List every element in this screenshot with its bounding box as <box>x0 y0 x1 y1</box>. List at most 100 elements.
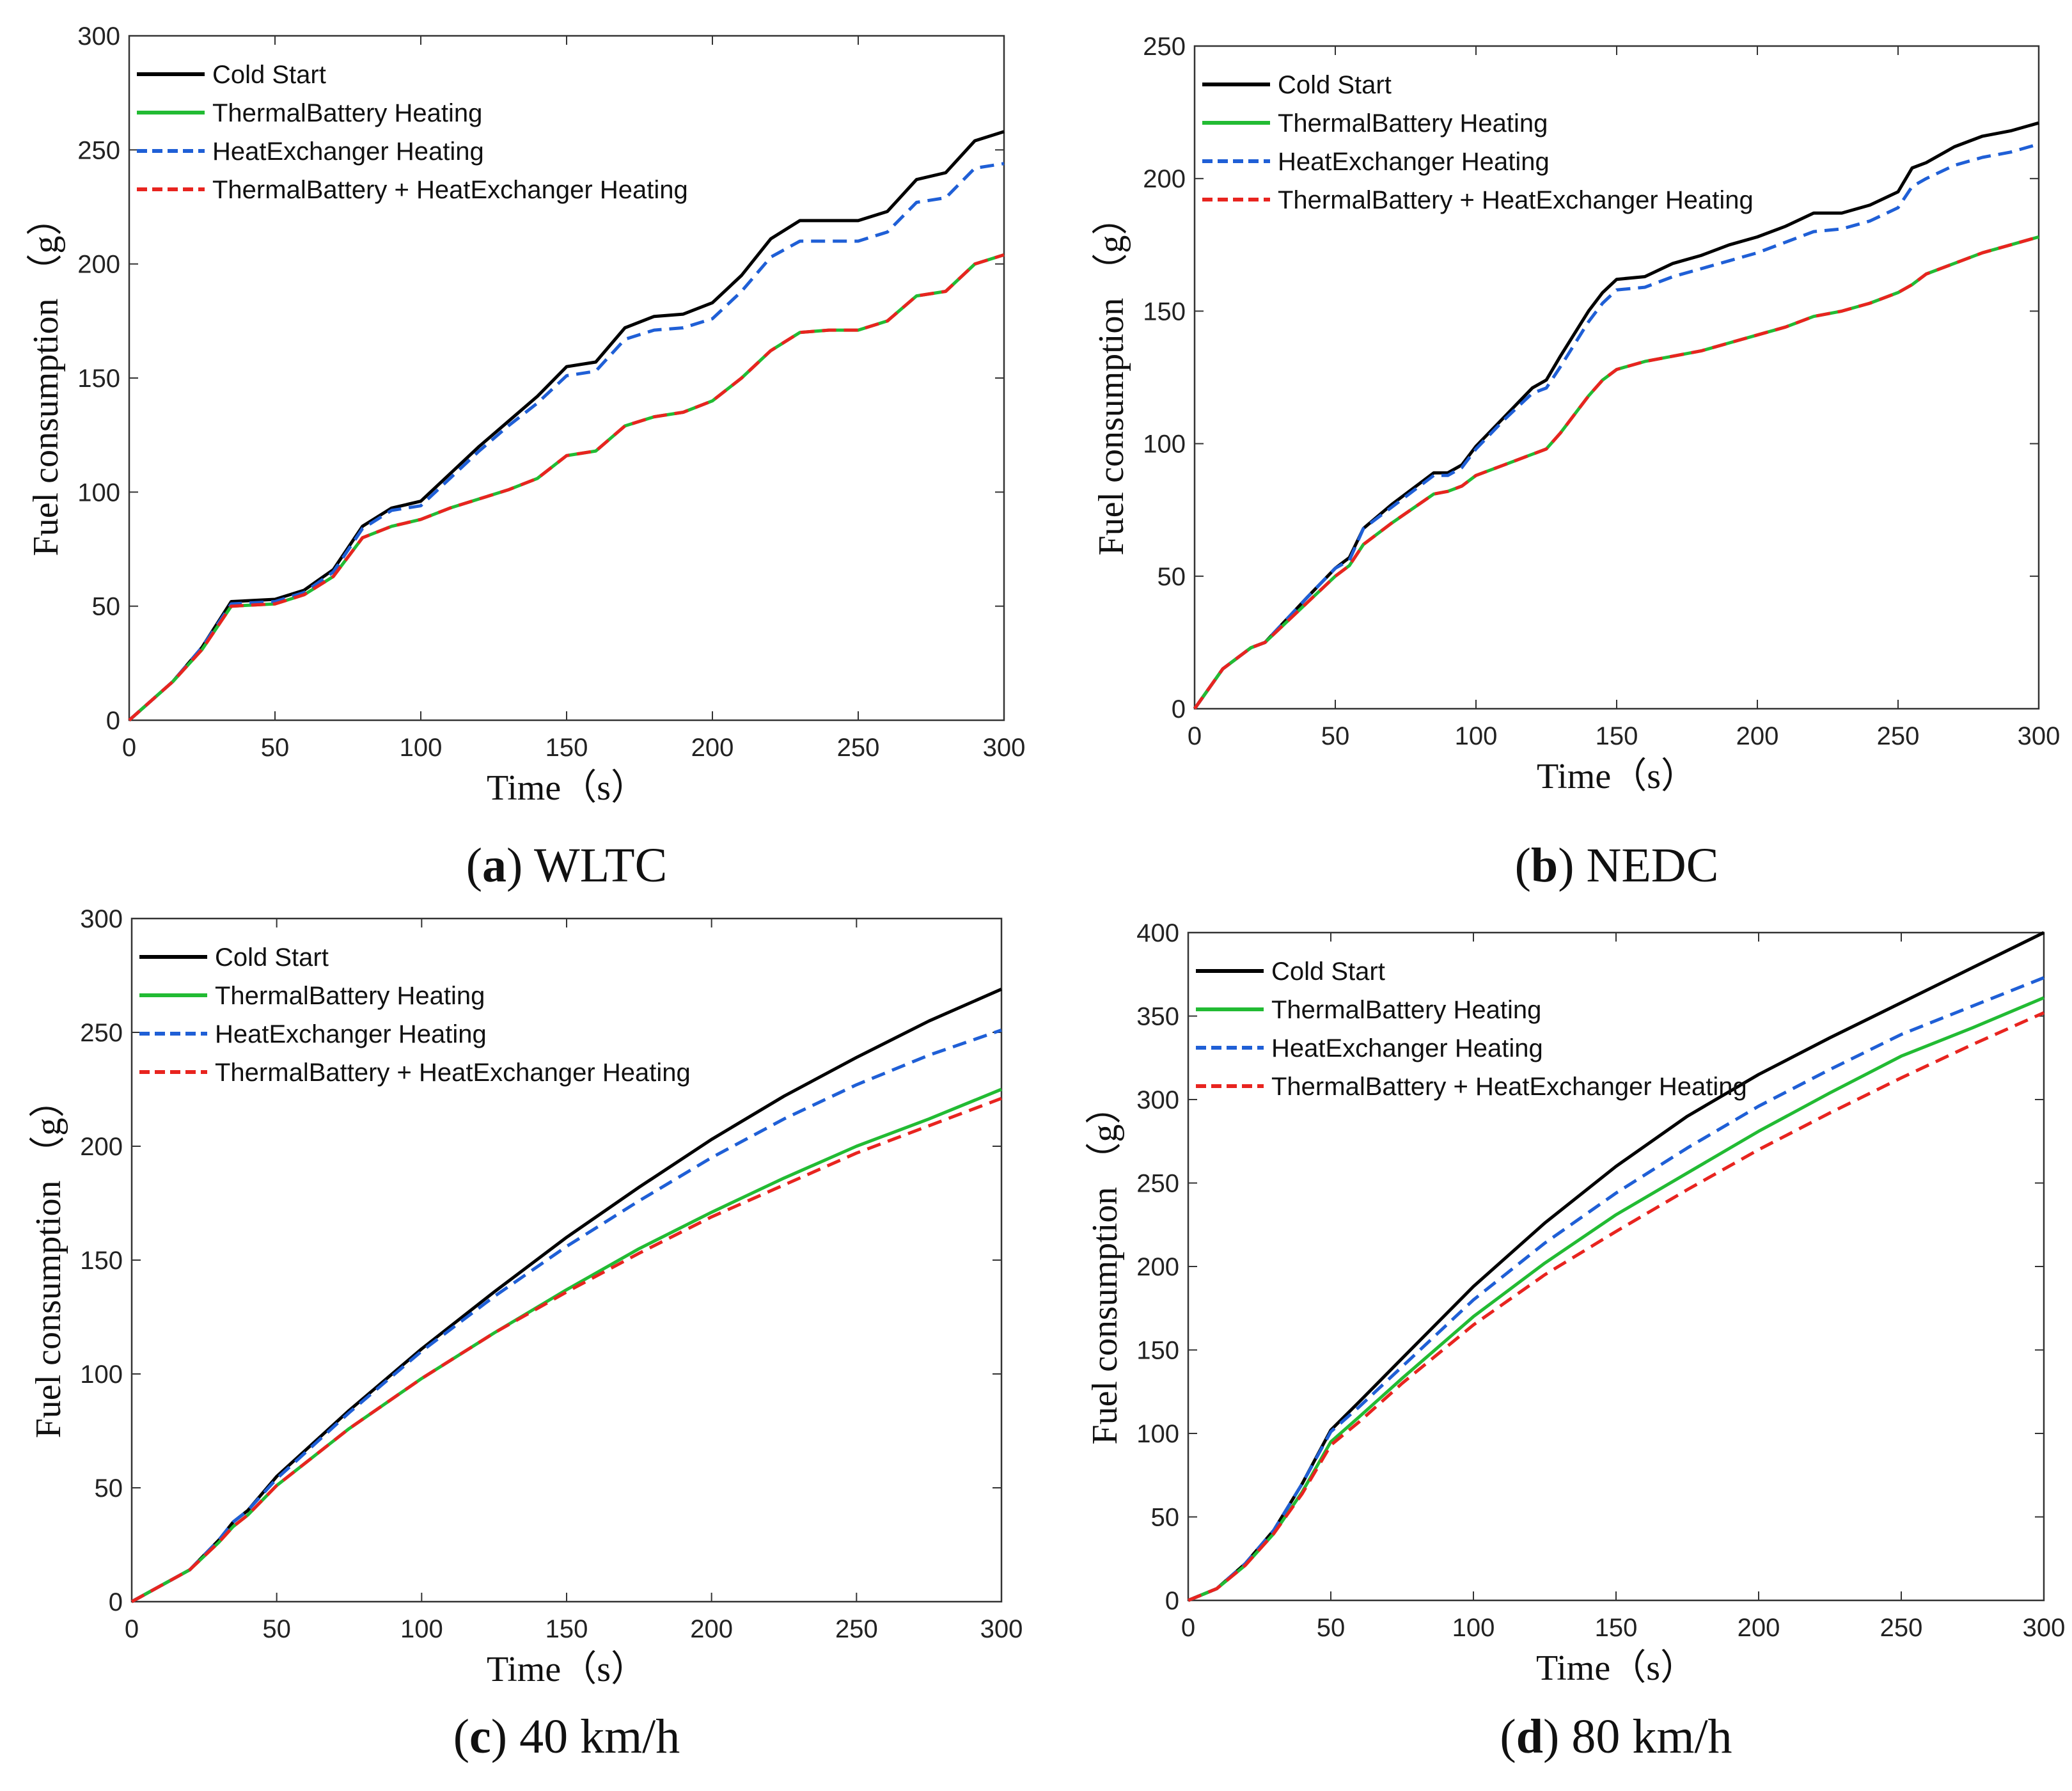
legend-label: ThermalBattery Heating <box>215 982 485 1010</box>
y-tick-label: 50 <box>95 1474 123 1503</box>
y-tick-label: 50 <box>92 593 121 621</box>
y-tick-label: 400 <box>1136 919 1179 947</box>
y-tick-label: 300 <box>77 22 120 51</box>
legend-label: HeatExchanger Heating <box>1278 148 1550 176</box>
series-line-3 <box>128 162 1005 722</box>
caption-letter: b <box>1531 839 1558 892</box>
series-line-1 <box>128 130 1005 722</box>
x-tick-label: 300 <box>983 734 1026 762</box>
caption-close-paren: ) <box>506 839 534 892</box>
legend-label: ThermalBattery + HeatExchanger Heating <box>215 1059 691 1087</box>
y-tick-label: 50 <box>1151 1504 1180 1532</box>
x-tick-label: 100 <box>1452 1614 1495 1642</box>
series-line-4 <box>130 1096 1002 1604</box>
y-tick-label: 0 <box>109 1588 123 1616</box>
y-tick-label: 100 <box>1136 1420 1179 1448</box>
y-tick-label: 250 <box>80 1019 123 1047</box>
x-tick-label: 0 <box>122 734 136 762</box>
y-tick-label: 150 <box>1136 1337 1179 1365</box>
x-tick-label: 150 <box>1595 1614 1638 1642</box>
y-tick-label: 200 <box>77 251 120 279</box>
x-axis-label: Time（s） <box>487 1650 647 1689</box>
legend-label: Cold Start <box>1278 71 1392 99</box>
x-tick-label: 150 <box>545 734 588 762</box>
panel-caption: (c) 40 km/h <box>453 1710 680 1763</box>
series-line-4 <box>128 253 1005 722</box>
chart-panel-a: 0 50 100 150 200 250 300 0 50 100 150 200 250 300 Time… <box>26 22 1025 892</box>
legend-label: HeatExchanger Heating <box>212 138 484 166</box>
caption-letter: c <box>469 1710 491 1763</box>
y-tick-label: 150 <box>1143 297 1186 326</box>
x-tick-label: 200 <box>1738 1614 1780 1642</box>
y-tick-label: 100 <box>1143 430 1186 459</box>
x-tick-label: 50 <box>1321 722 1350 750</box>
caption-letter: a <box>482 839 506 892</box>
plot-area-frame <box>128 35 1005 722</box>
caption-letter: d <box>1516 1710 1543 1763</box>
caption-text: WLTC <box>534 839 667 892</box>
panel-caption: (b) NEDC <box>1515 839 1719 892</box>
panel-caption: (d) 80 km/h <box>1500 1710 1732 1763</box>
y-tick-label: 350 <box>1136 1003 1179 1031</box>
x-tick-label: 50 <box>261 734 290 762</box>
x-tick-label: 100 <box>400 734 443 762</box>
y-tick-label: 300 <box>80 905 123 933</box>
y-tick-label: 250 <box>1136 1170 1179 1198</box>
y-axis-label: Fuel consumption （g） <box>26 200 66 556</box>
legend-label: Cold Start <box>1271 958 1385 986</box>
y-tick-label: 200 <box>1143 165 1186 193</box>
legend-label: ThermalBattery + HeatExchanger Heating <box>1278 186 1754 214</box>
y-tick-label: 0 <box>106 707 120 735</box>
caption-open-paren: ( <box>1500 1710 1516 1763</box>
x-tick-label: 50 <box>262 1615 291 1643</box>
y-tick-label: 100 <box>80 1361 123 1389</box>
x-tick-label: 0 <box>1181 1614 1195 1642</box>
x-tick-label: 100 <box>400 1615 443 1643</box>
caption-open-paren: ( <box>1515 839 1531 892</box>
x-axis-label: Time（s） <box>487 768 647 808</box>
legend-label: ThermalBattery Heating <box>1271 996 1541 1024</box>
legend-label: ThermalBattery Heating <box>1278 109 1548 138</box>
chart-panel-d: 0 50 100 150 200 250 300 0 50 100 150 200 250 300 350 4… <box>1085 919 2065 1763</box>
x-tick-label: 100 <box>1455 722 1498 750</box>
series-line-3 <box>1193 142 2039 710</box>
y-axis-label: Fuel consumption （g） <box>1085 1089 1125 1445</box>
legend-label: HeatExchanger Heating <box>1271 1034 1543 1062</box>
y-tick-label: 150 <box>80 1247 123 1275</box>
y-tick-label: 50 <box>1158 563 1186 591</box>
series-line-3 <box>1188 976 2045 1602</box>
caption-text: NEDC <box>1587 839 1719 892</box>
caption-text: 40 km/h <box>519 1710 680 1763</box>
x-tick-label: 200 <box>691 734 734 762</box>
legend-label: Cold Start <box>215 943 329 972</box>
y-axis-label: Fuel consumption （g） <box>1092 200 1131 556</box>
y-tick-label: 0 <box>1165 1587 1179 1615</box>
caption-open-paren: ( <box>466 839 482 892</box>
legend-label: ThermalBattery Heating <box>212 99 482 127</box>
x-tick-label: 0 <box>125 1615 139 1643</box>
y-tick-label: 250 <box>77 136 120 164</box>
caption-close-paren: ) <box>491 1710 519 1763</box>
caption-open-paren: ( <box>453 1710 469 1763</box>
y-tick-label: 100 <box>77 478 120 507</box>
series-line-4 <box>1193 235 2039 710</box>
series-line-1 <box>1193 121 2039 710</box>
y-tick-label: 0 <box>1172 695 1186 723</box>
y-tick-label: 150 <box>77 365 120 393</box>
x-tick-label: 250 <box>837 734 880 762</box>
x-tick-label: 300 <box>980 1615 1023 1643</box>
x-tick-label: 250 <box>1877 722 1920 750</box>
x-tick-label: 50 <box>1317 1614 1346 1642</box>
legend-label: ThermalBattery + HeatExchanger Heating <box>1271 1073 1747 1101</box>
y-axis-label: Fuel consumption （g） <box>29 1082 68 1439</box>
legend-label: ThermalBattery + HeatExchanger Heating <box>212 176 688 204</box>
y-tick-label: 200 <box>1136 1253 1179 1281</box>
caption-text: 80 km/h <box>1571 1710 1732 1763</box>
x-tick-label: 150 <box>545 1615 588 1643</box>
panel-caption: (a) WLTC <box>466 839 668 892</box>
legend-label: HeatExchanger Heating <box>215 1020 487 1048</box>
x-tick-label: 250 <box>1880 1614 1923 1642</box>
x-axis-label: Time（s） <box>1536 1648 1696 1688</box>
y-tick-label: 250 <box>1143 33 1186 61</box>
